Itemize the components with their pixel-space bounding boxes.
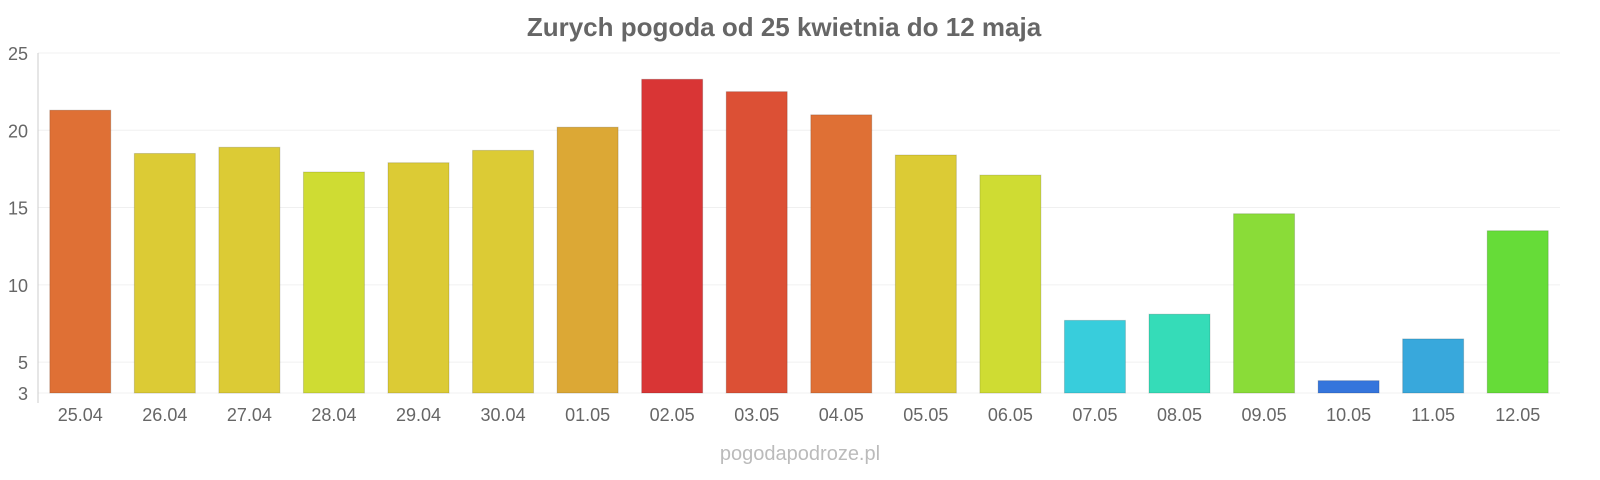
bar-03.05 [725, 91, 788, 394]
bar-08.05 [1148, 313, 1211, 394]
x-tick-label: 11.05 [1411, 405, 1455, 425]
bar-05.05 [894, 154, 957, 394]
bar-09.05 [1233, 213, 1296, 394]
bar-06.05 [979, 174, 1042, 394]
x-tick-label: 01.05 [565, 405, 610, 425]
x-tick-label: 29.04 [396, 405, 441, 425]
y-tick-label: 10 [8, 276, 28, 296]
x-tick-label: 30.04 [481, 405, 526, 425]
y-tick-label: 3 [18, 384, 28, 404]
bar-29.04 [387, 162, 450, 394]
x-tick-label: 12.05 [1495, 405, 1540, 425]
bar-01.05 [556, 126, 619, 394]
x-tick-label: 02.05 [650, 405, 695, 425]
y-tick-label: 15 [8, 199, 28, 219]
chart-title: Zurych pogoda od 25 kwietnia do 12 maja [527, 12, 1042, 42]
x-tick-label: 27.04 [227, 405, 272, 425]
x-tick-label: 09.05 [1242, 405, 1287, 425]
bar-02.05 [641, 78, 704, 394]
bar-11.05 [1402, 338, 1465, 394]
bar-10.05 [1317, 380, 1380, 394]
bar-28.04 [302, 171, 365, 394]
y-tick-label: 20 [8, 121, 28, 141]
x-tick-label: 06.05 [988, 405, 1033, 425]
y-tick-label: 5 [18, 353, 28, 373]
bar-12.05 [1486, 230, 1549, 394]
bar-27.04 [218, 146, 281, 394]
x-tick-label: 05.05 [903, 405, 948, 425]
x-tick-label: 28.04 [311, 405, 356, 425]
x-tick-label: 26.04 [142, 405, 187, 425]
y-tick-label: 25 [8, 44, 28, 64]
bar-07.05 [1063, 319, 1126, 394]
bar-26.04 [133, 152, 196, 394]
credit-text: pogodapodroze.pl [720, 443, 880, 465]
x-tick-label: 25.04 [58, 405, 103, 425]
x-tick-label: 07.05 [1072, 405, 1117, 425]
x-tick-label: 10.05 [1326, 405, 1371, 425]
x-tick-label: 03.05 [734, 405, 779, 425]
bar-04.05 [810, 114, 873, 394]
bar-25.04 [49, 109, 112, 394]
bar-30.04 [472, 149, 535, 394]
x-tick-label: 08.05 [1157, 405, 1202, 425]
x-tick-label: 04.05 [819, 405, 864, 425]
